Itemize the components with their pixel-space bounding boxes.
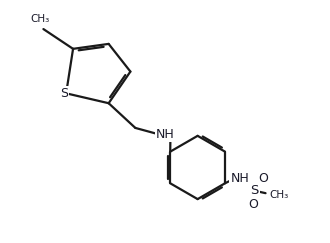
Text: CH₃: CH₃: [270, 190, 289, 200]
Text: NH: NH: [230, 172, 249, 185]
Text: O: O: [248, 198, 258, 210]
Text: S: S: [250, 184, 259, 197]
Text: O: O: [259, 172, 269, 185]
Text: CH₃: CH₃: [31, 14, 50, 24]
Text: NH: NH: [156, 128, 174, 141]
Text: S: S: [60, 87, 68, 100]
